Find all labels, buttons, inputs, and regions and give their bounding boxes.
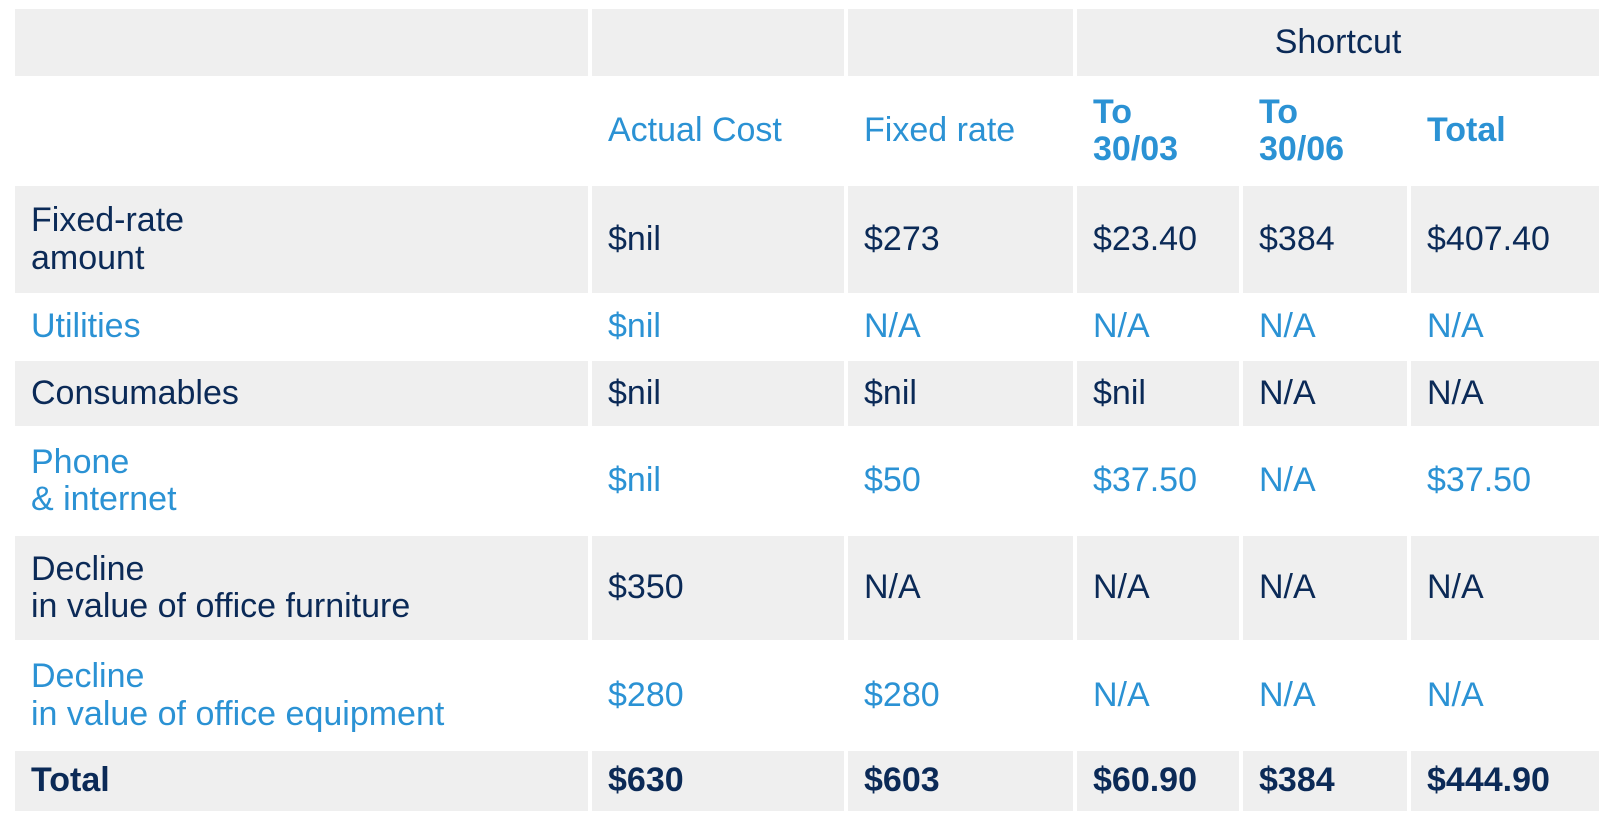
header-group-empty — [848, 9, 1073, 76]
table-cell: $407.40 — [1411, 186, 1599, 293]
table-cell: $nil — [592, 297, 844, 357]
table-cell: $nil — [848, 361, 1073, 426]
table-cell: N/A — [1411, 361, 1599, 426]
table-cell: N/A — [1411, 644, 1599, 747]
row-label: Decline in value of office equipment — [15, 644, 588, 747]
table-cell: N/A — [1411, 297, 1599, 357]
table-cell: N/A — [1243, 430, 1407, 532]
row-label: Consumables — [15, 361, 588, 426]
total-row-label: Total — [15, 751, 588, 811]
column-header-fixed-rate: Fixed rate — [848, 80, 1073, 182]
total-cell: $603 — [848, 751, 1073, 811]
table-cell: $23.40 — [1077, 186, 1239, 293]
table-cell: N/A — [1411, 536, 1599, 640]
row-label: Decline in value of office furniture — [15, 536, 588, 640]
table-cell: $350 — [592, 536, 844, 640]
table-cell: N/A — [1077, 536, 1239, 640]
column-header-total: Total — [1411, 80, 1599, 182]
row-label: Utilities — [15, 297, 588, 357]
total-cell: $630 — [592, 751, 844, 811]
table-cell: N/A — [848, 536, 1073, 640]
table-cell: $nil — [592, 186, 844, 293]
table-cell: N/A — [1243, 361, 1407, 426]
row-label: Phone & internet — [15, 430, 588, 532]
table-cell: $nil — [1077, 361, 1239, 426]
header-group-empty — [15, 9, 588, 76]
table-cell: $273 — [848, 186, 1073, 293]
column-header-to-30-06: To 30/06 — [1243, 80, 1407, 182]
expense-comparison-table: Shortcut Actual Cost Fixed rate To 30/03… — [15, 9, 1599, 811]
table-cell: N/A — [848, 297, 1073, 357]
table-cell: N/A — [1243, 536, 1407, 640]
row-label: Fixed-rate amount — [15, 186, 588, 293]
table-cell: $nil — [592, 361, 844, 426]
table-cell: $50 — [848, 430, 1073, 532]
table-cell: $nil — [592, 430, 844, 532]
total-cell: $384 — [1243, 751, 1407, 811]
table-cell: N/A — [1243, 644, 1407, 747]
table-cell: $384 — [1243, 186, 1407, 293]
table-cell: $37.50 — [1411, 430, 1599, 532]
column-header — [15, 80, 588, 182]
header-group-shortcut: Shortcut — [1077, 9, 1599, 76]
table-cell: $280 — [848, 644, 1073, 747]
table-cell: N/A — [1077, 644, 1239, 747]
column-header-actual-cost: Actual Cost — [592, 80, 844, 182]
column-header-to-30-03: To 30/03 — [1077, 80, 1239, 182]
total-cell: $60.90 — [1077, 751, 1239, 811]
header-group-empty — [592, 9, 844, 76]
table-cell: $37.50 — [1077, 430, 1239, 532]
table-cell: $280 — [592, 644, 844, 747]
total-cell: $444.90 — [1411, 751, 1599, 811]
table-cell: N/A — [1243, 297, 1407, 357]
table-cell: N/A — [1077, 297, 1239, 357]
